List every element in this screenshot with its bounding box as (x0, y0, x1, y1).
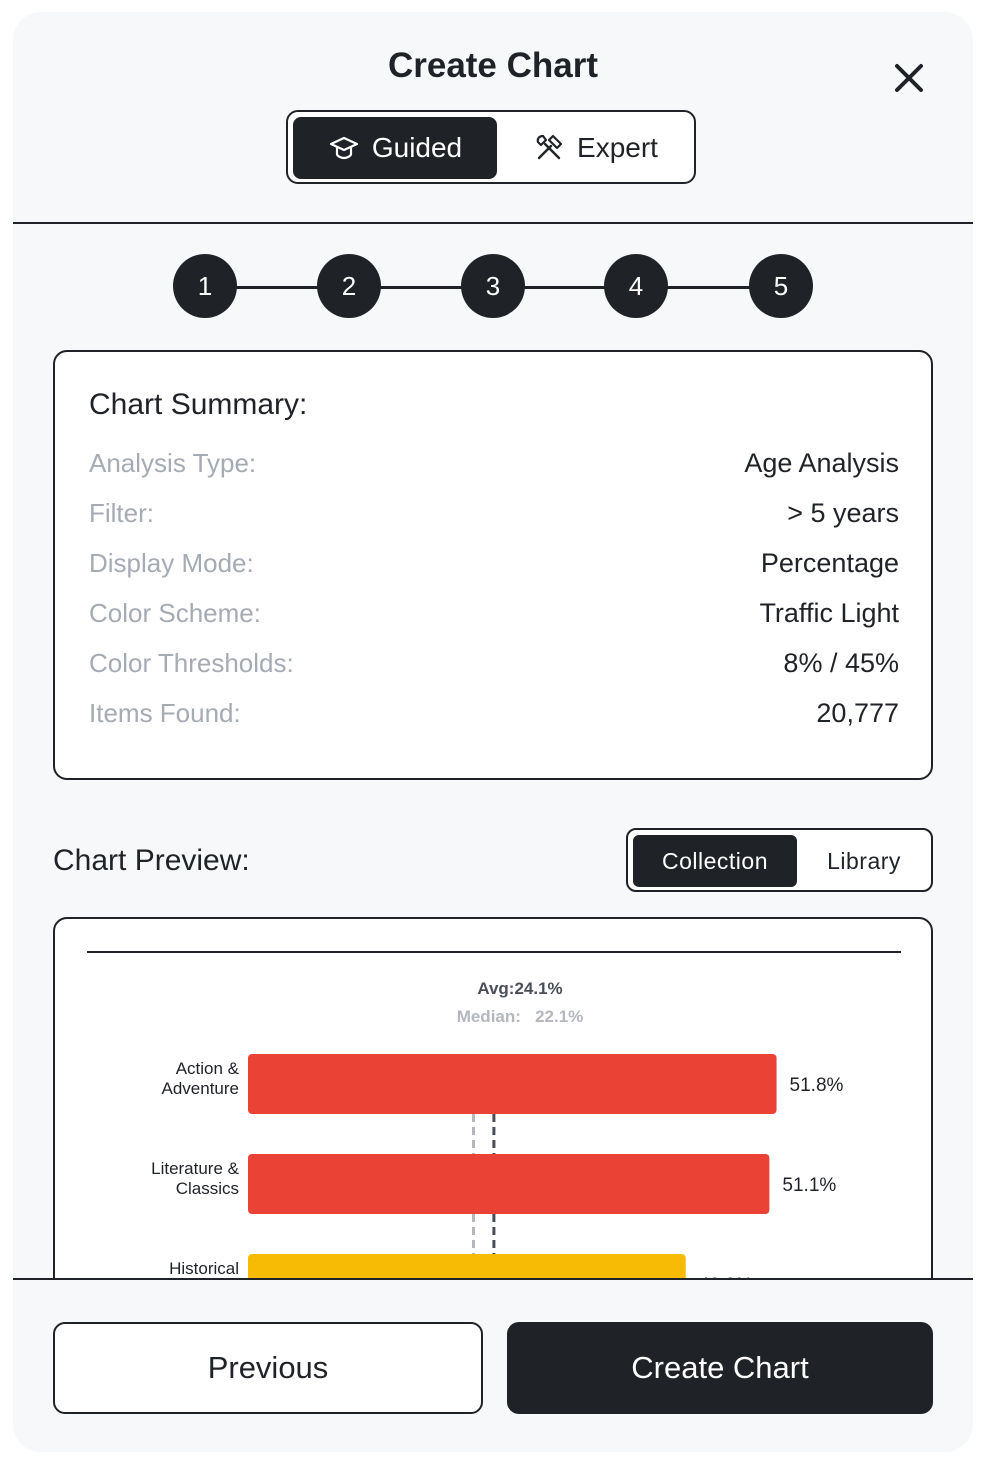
expert-mode-label: Expert (577, 132, 658, 163)
expert-mode-button[interactable]: Expert (503, 117, 688, 179)
step-3[interactable]: 3 (461, 254, 525, 318)
modal-title: Create Chart (387, 46, 599, 85)
bar (248, 1154, 770, 1214)
summary-value: Age Analysis (744, 448, 899, 478)
chart-preview-title: Chart Preview: (53, 844, 250, 877)
collection-scope-button[interactable]: Collection (633, 835, 797, 887)
category-label: Historical (169, 1259, 239, 1278)
summary-key: Analysis Type: (89, 448, 257, 478)
summary-key: Color Scheme: (89, 598, 261, 628)
bar (248, 1054, 777, 1114)
step-1[interactable]: 1 (173, 254, 237, 318)
tools-icon (536, 134, 563, 160)
category-label: Action & (176, 1059, 240, 1078)
guided-mode-label: Guided (371, 132, 463, 163)
summary-key: Items Found: (89, 698, 241, 728)
summary-row-items-found: Items Found: 20,777 (89, 698, 899, 738)
summary-key: Filter: (89, 498, 154, 528)
average-label: Avg:24.1% (477, 979, 562, 998)
summary-value: 8% / 45% (783, 648, 899, 678)
chart-summary-card: Chart Summary: Analysis Type: Age Analys… (53, 350, 933, 780)
summary-row-color-scheme: Color Scheme: Traffic Light (89, 598, 899, 638)
summary-value: Percentage (760, 548, 899, 578)
stepper: 1 2 3 4 5 (13, 254, 973, 320)
graduation-cap-icon (329, 136, 358, 160)
scope-toggle: Collection Library (626, 828, 933, 892)
category-label: Adventure (162, 1079, 240, 1098)
create-chart-modal: Create Chart Guided (13, 12, 973, 1452)
summary-row-analysis-type: Analysis Type: Age Analysis (89, 448, 899, 488)
summary-row-color-thresholds: Color Thresholds: 8% / 45% (89, 648, 899, 688)
previous-button[interactable]: Previous (53, 1322, 483, 1414)
bar-value-label: 51.8% (790, 1075, 844, 1096)
mode-toggle: Guided Expert (286, 110, 696, 184)
summary-value: > 5 years (787, 498, 899, 528)
summary-row-display-mode: Display Mode: Percentage (89, 548, 899, 588)
step-2[interactable]: 2 (317, 254, 381, 318)
summary-row-filter: Filter: > 5 years (89, 498, 899, 538)
create-chart-button[interactable]: Create Chart (507, 1322, 933, 1414)
summary-value: Traffic Light (759, 598, 899, 628)
close-button[interactable] (891, 60, 927, 96)
category-label: Classics (176, 1179, 239, 1198)
modal-header: Create Chart Guided (13, 12, 973, 224)
close-icon (895, 64, 923, 92)
summary-title: Chart Summary: (89, 388, 308, 421)
category-label: Literature & (151, 1159, 240, 1178)
guided-mode-button[interactable]: Guided (293, 117, 497, 179)
summary-key: Display Mode: (89, 548, 254, 578)
bar-value-label: 51.1% (782, 1175, 836, 1196)
step-4[interactable]: 4 (604, 254, 668, 318)
summary-key: Color Thresholds: (89, 648, 294, 678)
median-label: Median: 22.1% (457, 1007, 584, 1026)
modal-footer: Previous Create Chart (13, 1278, 973, 1452)
summary-value: 20,777 (816, 698, 899, 728)
library-scope-button[interactable]: Library (827, 847, 901, 874)
step-5[interactable]: 5 (749, 254, 813, 318)
